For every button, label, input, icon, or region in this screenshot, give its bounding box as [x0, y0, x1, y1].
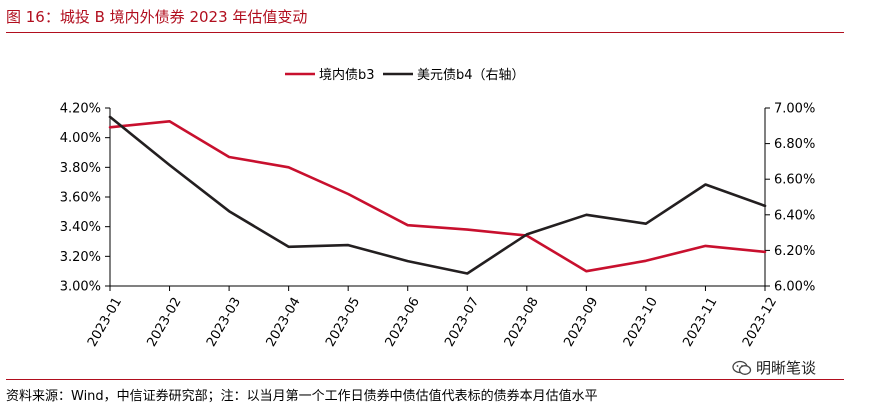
right-tick-label: 7.00% — [774, 102, 815, 117]
source-rule — [6, 379, 844, 380]
left-tick-label: 3.00% — [60, 280, 101, 295]
watermark: 明晰笔谈 — [732, 357, 816, 378]
legend: 境内债b3 美元债b4（右轴） — [285, 67, 525, 83]
right-tick-label: 6.60% — [774, 173, 815, 188]
title-rule — [6, 32, 844, 33]
x-tick-label: 2023-12 — [740, 295, 780, 350]
left-tick-label: 3.60% — [60, 191, 101, 206]
series-line-1 — [108, 120, 767, 273]
chart-title: 图 16：城投 B 境内外债券 2023 年估值变动 — [6, 8, 308, 26]
x-tick-label: 2023-02 — [144, 295, 184, 350]
series-line-2 — [108, 115, 767, 275]
x-tick-label: 2023-11 — [680, 295, 720, 350]
x-tick-label: 2023-10 — [621, 295, 661, 350]
right-tick-label: 6.00% — [774, 280, 815, 295]
x-tick-label: 2023-09 — [561, 295, 601, 350]
watermark-text: 明晰笔谈 — [756, 359, 817, 377]
left-tick-label: 3.80% — [60, 161, 101, 176]
x-tick-label: 2023-07 — [442, 295, 482, 350]
right-tick-label: 6.20% — [774, 244, 815, 259]
right-tick-label: 6.80% — [774, 137, 815, 152]
x-tick-label: 2023-01 — [85, 295, 125, 350]
x-tick-label: 2023-03 — [204, 295, 244, 350]
wechat-icon — [732, 360, 752, 375]
legend-label-2: 美元债b4（右轴） — [417, 68, 525, 83]
x-tick-label: 2023-04 — [264, 295, 304, 350]
legend-label-1: 境内债b3 — [319, 67, 375, 83]
x-tick-label: 2023-06 — [383, 295, 423, 350]
left-tick-label: 4.00% — [60, 131, 101, 146]
axes: 4.20% 4.00% 3.80% 3.60% 3.40% 3.20% 3.00% 7.00%… — [60, 102, 816, 350]
source-note: 资料来源：Wind，中信证券研究部；注：以当月第一个工作日债券中债估值代表标的债… — [6, 389, 598, 404]
series-group — [108, 115, 767, 275]
left-tick-label: 3.40% — [60, 220, 101, 235]
x-tick-label: 2023-05 — [323, 295, 363, 350]
left-tick-label: 3.20% — [60, 250, 101, 265]
right-tick-label: 6.40% — [774, 208, 815, 223]
left-tick-label: 4.20% — [60, 102, 101, 117]
x-tick-label: 2023-08 — [502, 295, 542, 350]
